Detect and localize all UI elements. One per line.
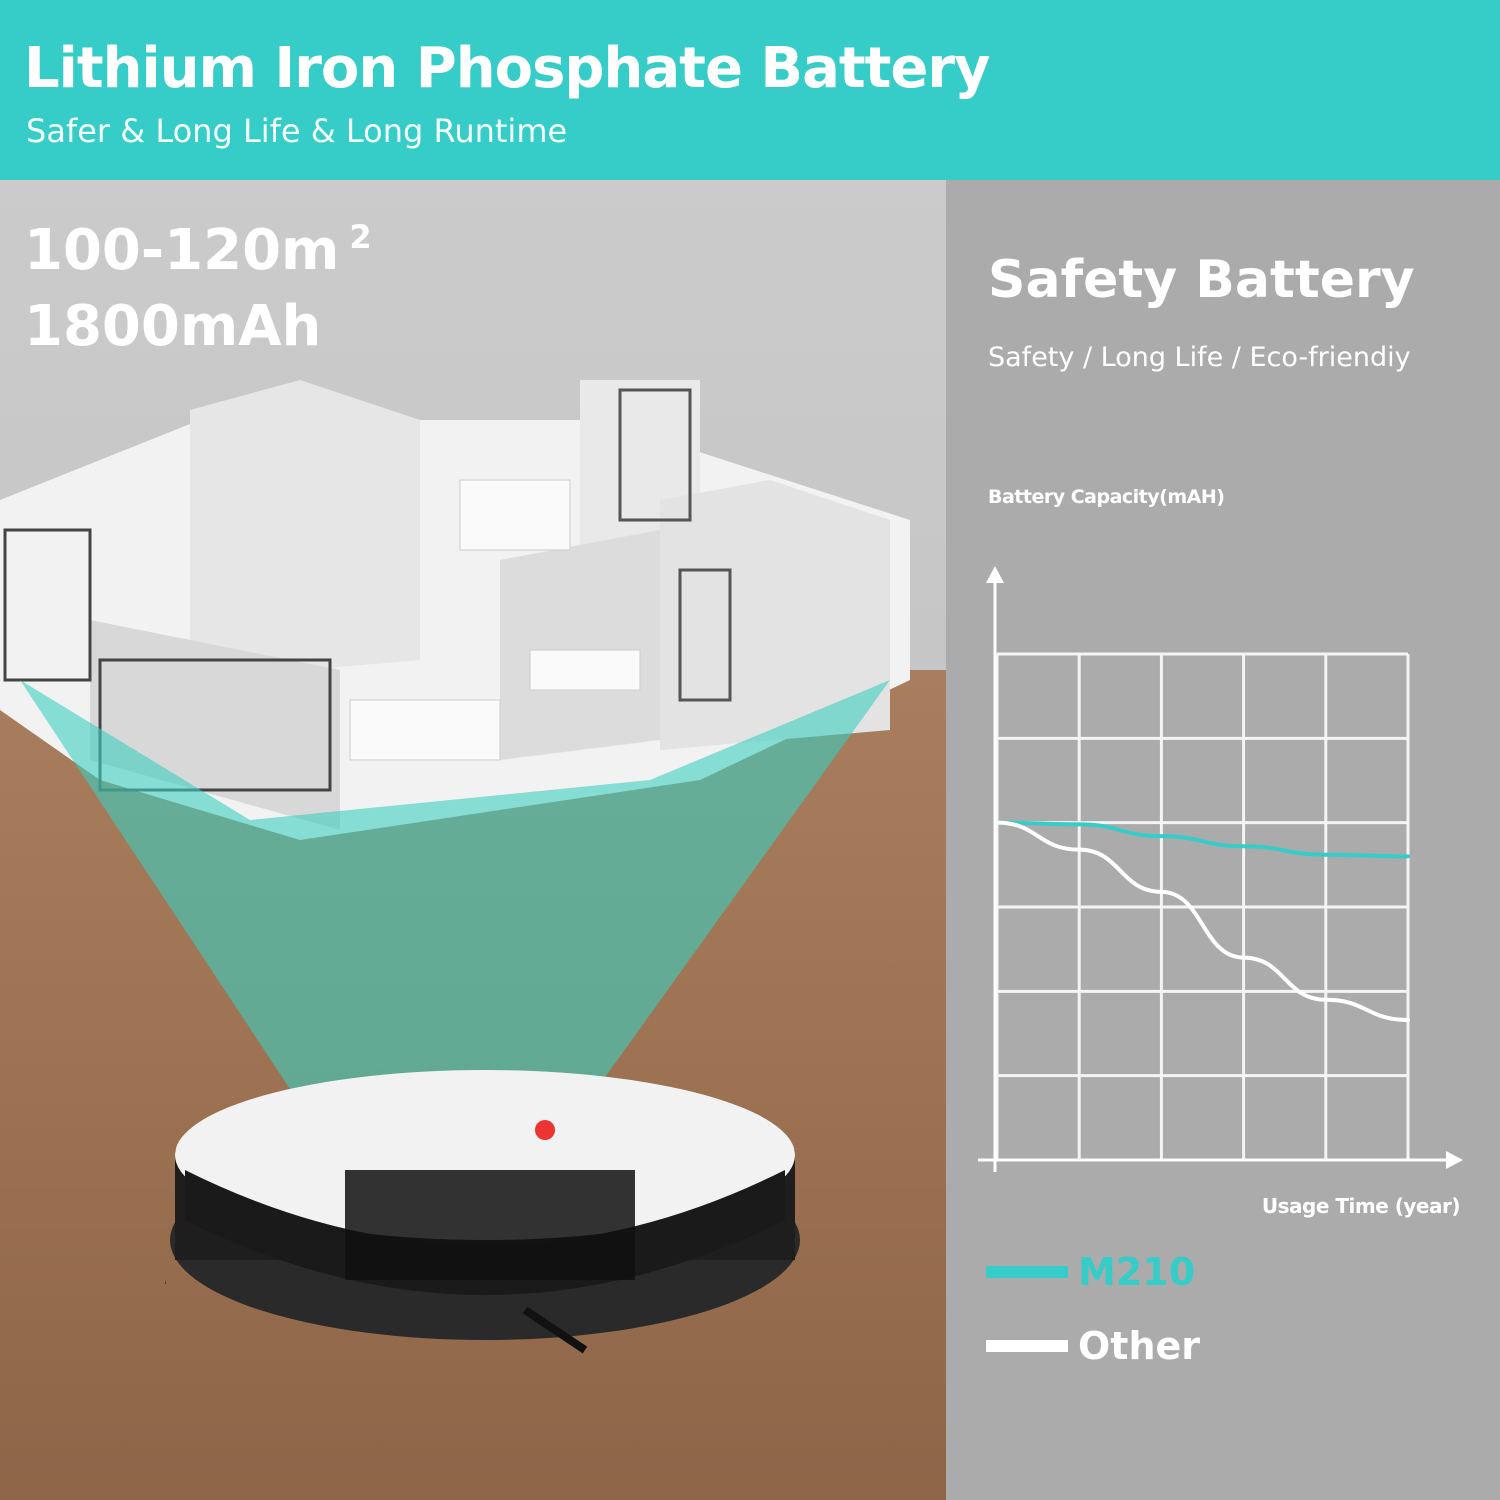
legend-item-other: Other: [986, 1324, 1200, 1368]
panel-title: Safety Battery: [988, 250, 1415, 310]
product-photo: 100-120m 2 1800mAh: [0, 180, 946, 1500]
robot-vacuum: [165, 1070, 800, 1354]
chart-x-axis-label: Usage Time (year): [1261, 1194, 1461, 1218]
legend-swatch-m210: [986, 1266, 1068, 1278]
y-axis-arrow: [986, 566, 1004, 583]
panel-subtitle: Safety / Long Life / Eco-friendiy: [988, 342, 1411, 373]
battery-capacity: 1800mAh: [24, 294, 322, 359]
page-title: Lithium Iron Phosphate Battery: [24, 36, 991, 101]
battery-info-panel: Safety Battery Safety / Long Life / Eco-…: [946, 180, 1500, 1500]
page-subtitle: Safer & Long Life & Long Runtime: [26, 112, 568, 150]
header-banner: Lithium Iron Phosphate Battery Safer & L…: [0, 0, 1500, 180]
house-floorplan-illustration: [0, 380, 910, 840]
x-axis-arrow: [1446, 1151, 1463, 1169]
legend-label-other: Other: [1078, 1324, 1201, 1368]
legend-item-m210: M210: [986, 1250, 1195, 1294]
scan-beam-cone: [20, 680, 890, 1180]
series-line-other: [995, 820, 1410, 1023]
legend-label-m210: M210: [1078, 1250, 1196, 1294]
coverage-area-superscript: 2: [349, 218, 372, 256]
legend-swatch-other: [986, 1340, 1068, 1352]
coverage-area-value: 100-120m: [24, 218, 340, 283]
coverage-area: 100-120m 2: [24, 218, 372, 283]
chart-y-axis-label: Battery Capacity(mAH): [988, 486, 1225, 508]
battery-capacity-chart: [978, 566, 1463, 1172]
series-line-m210: [995, 820, 1410, 859]
